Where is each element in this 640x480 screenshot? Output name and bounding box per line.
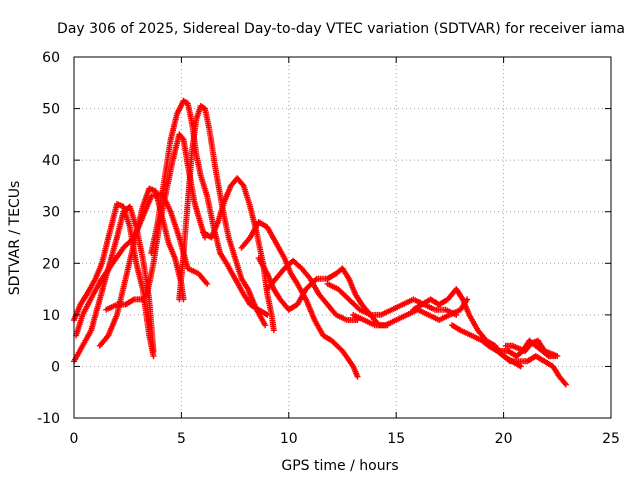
x-tick-label: 25	[602, 431, 620, 447]
y-axis-label: SDTVAR / TECUs	[7, 181, 23, 296]
y-tick-label: 40	[42, 153, 60, 169]
y-tick-label: -10	[37, 411, 60, 427]
ticks	[73, 56, 612, 419]
x-axis-label: GPS time / hours	[281, 458, 398, 474]
data-layer	[71, 97, 569, 388]
chart-title: Day 306 of 2025, Sidereal Day-to-day VTE…	[57, 21, 625, 37]
series-track-m	[350, 296, 471, 329]
series-track-o	[449, 322, 569, 388]
series-track-j	[264, 257, 361, 323]
y-tick-label: 20	[42, 256, 60, 272]
x-tick-label: 5	[177, 431, 186, 447]
y-tick-label: 30	[42, 205, 60, 221]
x-tick-label: 15	[387, 431, 405, 447]
series-track-d	[73, 190, 211, 339]
series-track-f	[148, 97, 271, 318]
grid	[74, 57, 611, 418]
y-tick-label: 0	[51, 359, 60, 375]
plot-frame	[73, 56, 612, 419]
series-track-g	[176, 103, 269, 329]
y-tick-label: 10	[42, 308, 60, 324]
tick-labels: 0 5 10 15 20 25 -10 0 10 20 30 40 50 60	[37, 50, 620, 447]
x-tick-label: 10	[280, 431, 298, 447]
series-track-i	[238, 219, 361, 380]
series-track-l	[324, 280, 460, 318]
x-tick-label: 0	[70, 431, 79, 447]
series-track-q	[502, 337, 561, 360]
y-tick-label: 50	[42, 102, 60, 118]
y-tick-label: 60	[42, 50, 60, 66]
x-tick-label: 20	[495, 431, 513, 447]
